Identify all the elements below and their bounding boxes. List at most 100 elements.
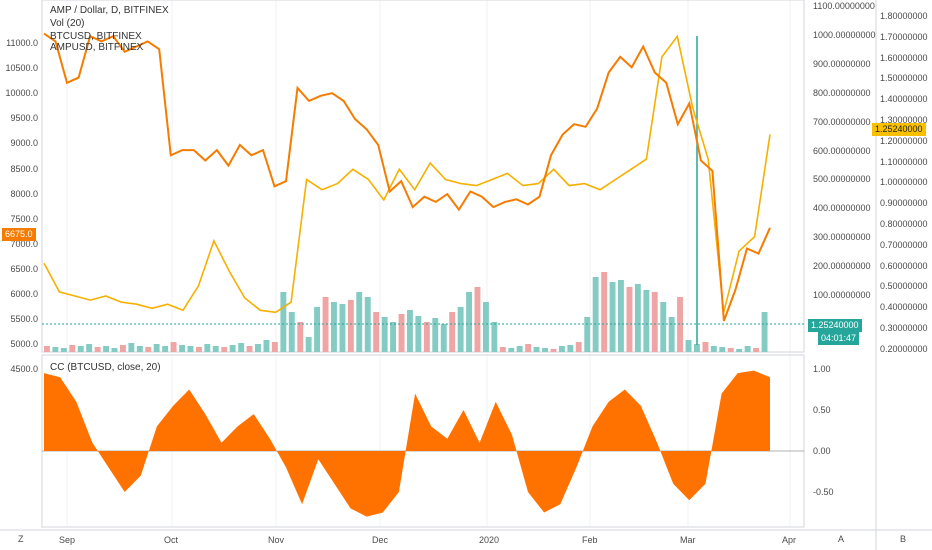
volume-bar <box>263 340 270 352</box>
time-axis-tick: Mar <box>680 535 696 545</box>
mid-axis-tick: 300.00000000 <box>813 232 871 243</box>
cc-area <box>44 370 770 517</box>
volume-bar <box>609 282 616 352</box>
mid-axis-tick: 600.00000000 <box>813 145 871 156</box>
volume-bar <box>559 346 565 352</box>
right-axis-tick: 0.70000000 <box>880 239 928 250</box>
volume-bar <box>255 344 261 352</box>
mid-axis-tick: 800.00000000 <box>813 87 871 98</box>
volume-bar <box>246 346 253 352</box>
time-axis-tick: 2020 <box>479 535 500 545</box>
volume-bar <box>457 307 464 352</box>
mid-axis-tick: 500.00000000 <box>813 174 871 185</box>
left-axis-tick: 10000.0 <box>5 88 38 99</box>
volume-bar <box>440 324 447 352</box>
volume-bar <box>685 340 692 352</box>
volume-bar <box>288 312 295 352</box>
left-axis-tick: 4500.0 <box>10 364 38 375</box>
left-axis-tick: 7000.0 <box>10 238 38 249</box>
right-axis-tick: 0.40000000 <box>880 302 928 313</box>
volume-bar <box>533 347 540 352</box>
right-axis-tick: 1.70000000 <box>880 31 928 42</box>
volume-bar <box>271 342 278 352</box>
left-axis-tick: 8500.0 <box>10 163 38 174</box>
volume-bar <box>94 347 101 352</box>
volume-bar <box>634 284 641 352</box>
legend-amp: AMPUSD, BITFINEX <box>50 42 144 53</box>
right-axis-tick: 1.30000000 <box>880 115 928 125</box>
mid-axis-tick: 200.00000000 <box>813 261 871 272</box>
mid-axis-tick: 1000.00000000 <box>813 29 876 40</box>
volume-bar <box>432 318 439 352</box>
volume-bar <box>77 346 84 352</box>
volume-bar <box>449 312 456 352</box>
left-axis-tick: 7500.0 <box>10 213 38 224</box>
volume-bar <box>415 316 422 352</box>
volume-bar <box>179 345 185 352</box>
volume-bar <box>466 292 472 352</box>
volume-bar <box>52 347 59 352</box>
volume-bar <box>736 349 743 352</box>
volume-bar <box>187 346 194 352</box>
right-axis-tick: 0.60000000 <box>880 260 928 271</box>
volume-bar <box>314 307 320 352</box>
volume-bar <box>525 344 532 352</box>
countdown-tag: 04:01:47 <box>818 332 860 345</box>
volume-bar <box>103 346 109 352</box>
b-button[interactable]: B <box>900 534 907 544</box>
volume-bar <box>550 349 557 352</box>
right-axis-tick: 1.60000000 <box>880 52 928 63</box>
time-axis-tick: Dec <box>372 535 389 545</box>
volume-bar <box>204 344 211 352</box>
volume-bar <box>280 292 287 352</box>
mid-axis-tick: 900.00000000 <box>813 58 871 69</box>
left-axis-tick: 9000.0 <box>10 138 38 149</box>
volume-bar <box>423 322 430 352</box>
zoom-button[interactable]: Z <box>18 534 24 544</box>
volume-bar <box>128 343 135 352</box>
volume-bar <box>153 344 160 352</box>
mid-axis-tick: 700.00000000 <box>813 116 871 127</box>
volume-bar <box>381 317 388 352</box>
legend-volume: Vol (20) <box>50 18 85 29</box>
volume-bar <box>196 347 202 352</box>
auto-scale-button[interactable]: A <box>838 534 845 544</box>
time-axis-tick: Oct <box>164 535 179 545</box>
volume-bar <box>651 292 658 352</box>
volume-bar <box>626 287 633 352</box>
volume-bar <box>618 280 624 352</box>
volume-bar <box>542 348 548 352</box>
volume-bar <box>86 344 93 352</box>
volume-bar <box>727 348 734 352</box>
volume-bar <box>238 343 245 352</box>
volume-bar <box>398 314 405 352</box>
volume-bar <box>499 347 506 352</box>
right-axis-tick: 1.40000000 <box>880 94 928 105</box>
volume-bar <box>483 302 489 352</box>
volume-bar <box>710 346 717 352</box>
cc-axis-tick: -0.50 <box>813 487 834 497</box>
teal-price-tag: 1.25240000 <box>808 319 862 332</box>
volume-bar <box>516 346 523 352</box>
volume-bar <box>601 272 608 352</box>
volume-bar <box>69 345 76 352</box>
volume-bar <box>719 347 726 352</box>
volume-bar <box>212 346 219 352</box>
right-axis-tick: 0.50000000 <box>880 281 928 292</box>
volume-bar <box>744 346 751 352</box>
right-axis-tick: 1.80000000 <box>880 11 928 21</box>
volume-bar <box>111 348 118 352</box>
volume-bar <box>761 312 768 352</box>
right-axis-tick: 0.30000000 <box>880 323 928 333</box>
volume-bar <box>407 310 413 352</box>
left-axis-tick: 9500.0 <box>10 113 38 124</box>
volume-bar <box>331 302 337 352</box>
legend-symbol: AMP / Dollar, D, BITFINEX <box>50 5 169 16</box>
volume-bar <box>162 346 169 352</box>
right-axis-tick: 1.20000000 <box>880 135 928 146</box>
volume-bar <box>297 322 304 352</box>
volume-bar <box>60 348 67 352</box>
volume-bar <box>305 337 312 352</box>
left-axis-tick: 11000.0 <box>6 38 38 48</box>
